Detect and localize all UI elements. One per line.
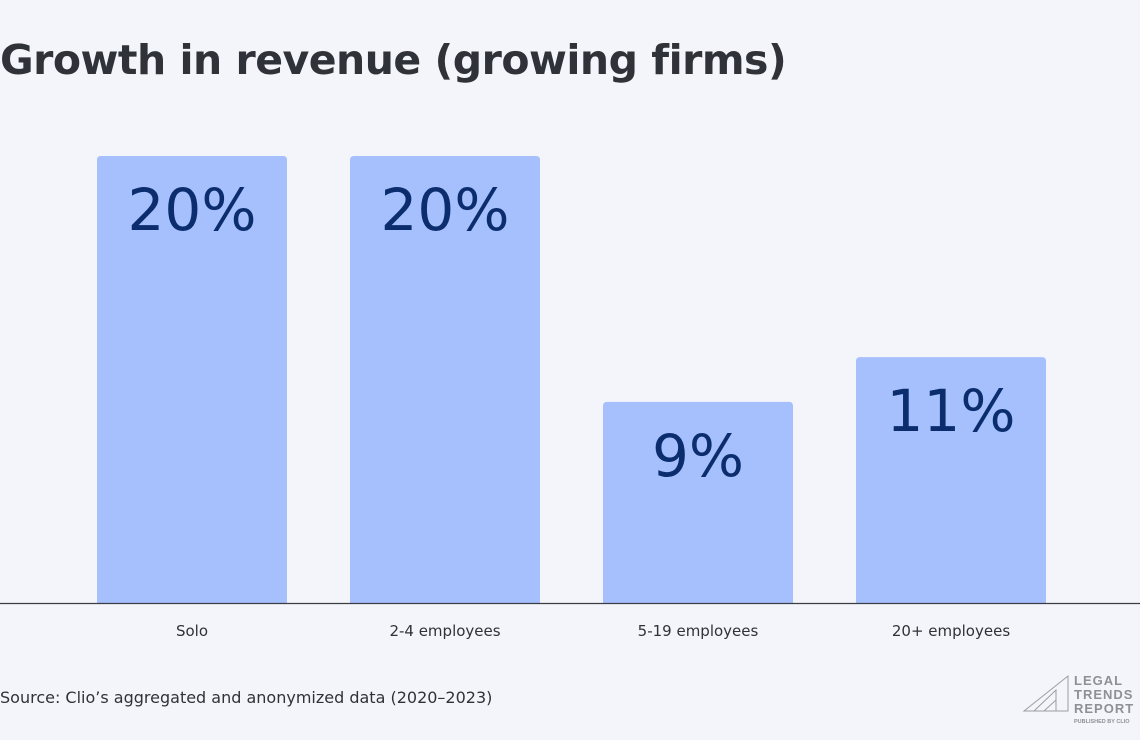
chart-title: Growth in revenue (growing firms) [0, 36, 787, 84]
bar-chart: 20% Solo 20% 2-4 employees 9% 5-19 employees 1… [0, 156, 1140, 640]
bar-value-label: 20% [381, 176, 510, 244]
bar [350, 156, 540, 603]
bar-value-label: 9% [652, 422, 744, 490]
bar [856, 357, 1046, 603]
svg-text:TRENDS: TRENDS [1074, 687, 1133, 702]
bar [97, 156, 287, 603]
svg-text:LEGAL: LEGAL [1074, 673, 1123, 688]
category-label: Solo [176, 622, 208, 640]
bar-value-label: 11% [887, 377, 1016, 445]
category-label: 2-4 employees [389, 622, 500, 640]
bar-value-label: 20% [128, 176, 257, 244]
legal-trends-report-logo: LEGAL TRENDS REPORT PUBLISHED BY CLIO [1022, 673, 1134, 725]
category-label: 5-19 employees [638, 622, 759, 640]
svg-text:PUBLISHED BY CLIO: PUBLISHED BY CLIO [1074, 719, 1130, 725]
category-label: 20+ employees [892, 622, 1010, 640]
svg-text:REPORT: REPORT [1074, 701, 1134, 716]
bar [603, 401, 793, 603]
source-note: Source: Clio’s aggregated and anonymized… [0, 688, 493, 707]
